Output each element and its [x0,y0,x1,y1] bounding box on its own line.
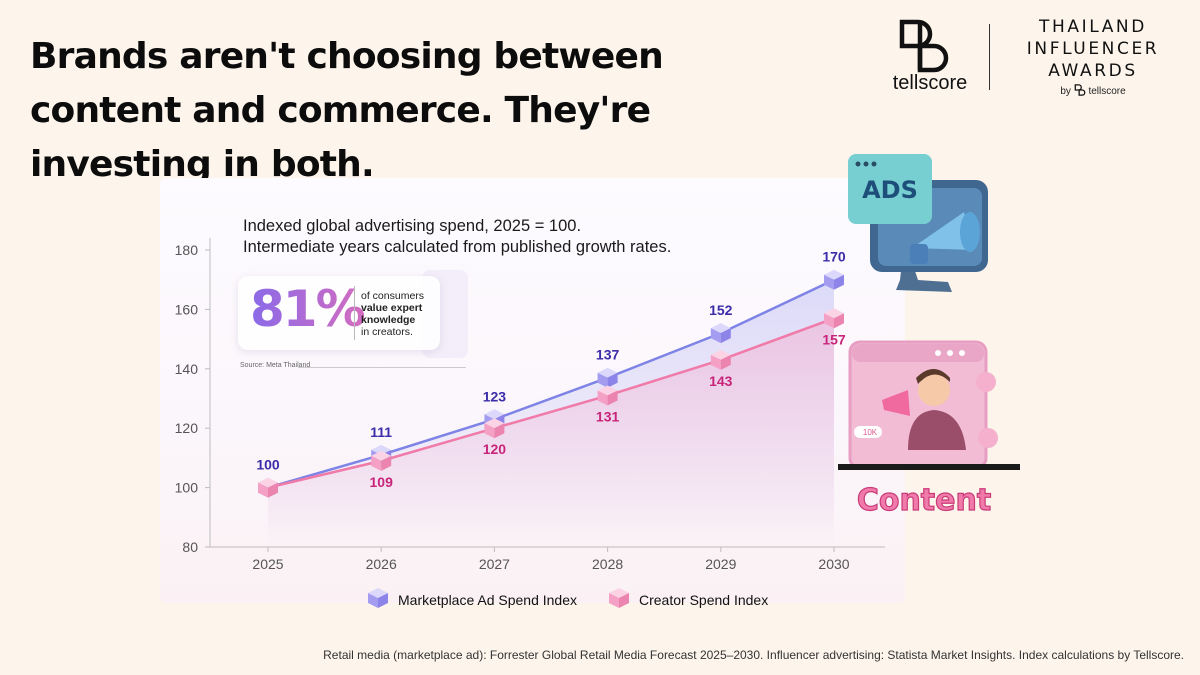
legend-label-creator: Creator Spend Index [639,592,769,608]
cube-left [597,390,608,406]
cube-left [824,274,834,290]
cube-left [484,423,495,439]
award-by-brand: tellscore [1088,86,1126,97]
cube-left [258,482,268,498]
stat-line-1: of consumers [361,290,425,302]
cube-left [824,313,834,329]
y-tick-label: 100 [175,480,199,496]
ads-monitor-illustration: ADS [848,154,988,292]
cube-right [834,313,844,329]
stat-card: 81% of consumers value expert knowledge … [238,276,440,350]
y-tick-label: 80 [182,539,198,555]
legend-label-marketplace: Marketplace Ad Spend Index [398,592,578,608]
brand-logos: tellscore THAILAND INFLUENCER AWARDS by … [868,16,1188,97]
stat-source: Source: Meta Thailand [240,362,311,369]
award-line-2: INFLUENCER [1026,39,1160,59]
logo-divider [989,24,990,90]
marker-creator-2030 [824,308,844,329]
ads-card-icon [848,154,932,224]
cube-right [381,455,392,471]
data-label-creator-2028: 131 [596,409,620,425]
ads-label: ADS [862,176,918,204]
headline: Brands aren't choosing between content a… [30,30,690,192]
creator-body-icon [908,410,966,450]
creator-cube-icon [609,588,629,608]
y-tick-label: 140 [175,361,199,377]
marker-creator-2029 [710,349,731,370]
data-label-creator-2026: 109 [370,474,394,490]
cube-right [607,372,618,388]
marker-marketplace-2028 [597,367,618,388]
data-label-marketplace-2025: 100 [256,457,280,473]
stat-line-4: in creators. [361,326,413,338]
data-label-creator-2029: 143 [709,373,733,389]
marker-creator-2028 [597,385,618,406]
stat-description: of consumers value expert knowledge in c… [361,290,424,338]
megaphone-icon [912,212,974,250]
line-creator [267,317,835,489]
stat-divider [354,286,355,340]
data-label-creator-2027: 120 [483,441,507,457]
line-marketplace [267,278,835,489]
data-label-marketplace-2028: 137 [596,347,620,363]
award-by-line: by tellscore [1008,84,1178,97]
award-line-3: AWARDS [1048,61,1138,81]
x-tick-label: 2027 [479,556,510,572]
marker-creator-2026 [371,450,392,471]
award-line-1: THAILAND [1039,17,1147,37]
data-label-marketplace-2027: 123 [483,388,507,404]
y-tick-label: 180 [175,242,199,258]
stat-line-3: knowledge [361,314,416,326]
tellscore-small-icon [1074,84,1085,96]
x-tick-label: 2025 [252,556,283,572]
marker-marketplace-2029 [710,323,731,344]
chart-annotation-line-2: Intermediate years calculated from publi… [243,238,672,256]
content-creator-illustration: 10K Content [838,340,1020,519]
creator-head-icon [918,374,950,406]
x-tick-label: 2028 [592,556,623,572]
data-label-marketplace-2029: 152 [709,302,733,318]
data-label-marketplace-2030: 170 [822,249,846,265]
cube-right [720,354,731,370]
headline-line-1: Brands aren't choosing between [30,36,664,77]
cube-right [834,274,844,290]
stat-line-2: value expert [361,302,423,314]
marker-creator-2027 [484,418,505,439]
chart-annotation: Indexed global advertising spend, 2025 =… [243,216,671,258]
cube-right [720,328,731,344]
cube-right [494,423,505,439]
data-label-marketplace-2026: 111 [370,424,392,440]
cube-left [597,372,608,388]
y-tick-label: 160 [175,301,199,317]
x-tick-label: 2029 [705,556,736,572]
likes-counter: 10K [863,428,878,437]
tellscore-logo-icon [899,19,949,73]
creator-megaphone-icon [882,390,910,416]
marketplace-cube-icon [368,588,388,608]
stat-source-rule [298,367,466,368]
y-tick-label: 120 [175,420,199,436]
tellscore-wordmark: tellscore [892,72,968,94]
cube-left [710,328,721,344]
content-label: Content [857,483,991,518]
award-by-text: by [1060,86,1071,97]
headline-line-2: content and commerce. They're [30,90,651,131]
cube-left [710,354,721,370]
marker-marketplace-2030 [824,269,844,290]
data-label-creator-2030: 157 [822,331,846,347]
x-tick-label: 2026 [366,556,397,572]
chart-annotation-line-1: Indexed global advertising spend, 2025 =… [243,217,582,235]
award-logo-text: THAILAND INFLUENCER AWARDS [1008,16,1178,82]
x-tick-label: 2030 [818,556,849,572]
area-creator [268,318,834,547]
footer-source: Retail media (marketplace ad): Forrester… [323,648,1184,662]
cube-right [268,482,278,498]
stat-value: 81% [250,280,366,338]
marker-creator-2025 [258,477,278,498]
cube-left [371,455,382,471]
cube-right [607,390,618,406]
